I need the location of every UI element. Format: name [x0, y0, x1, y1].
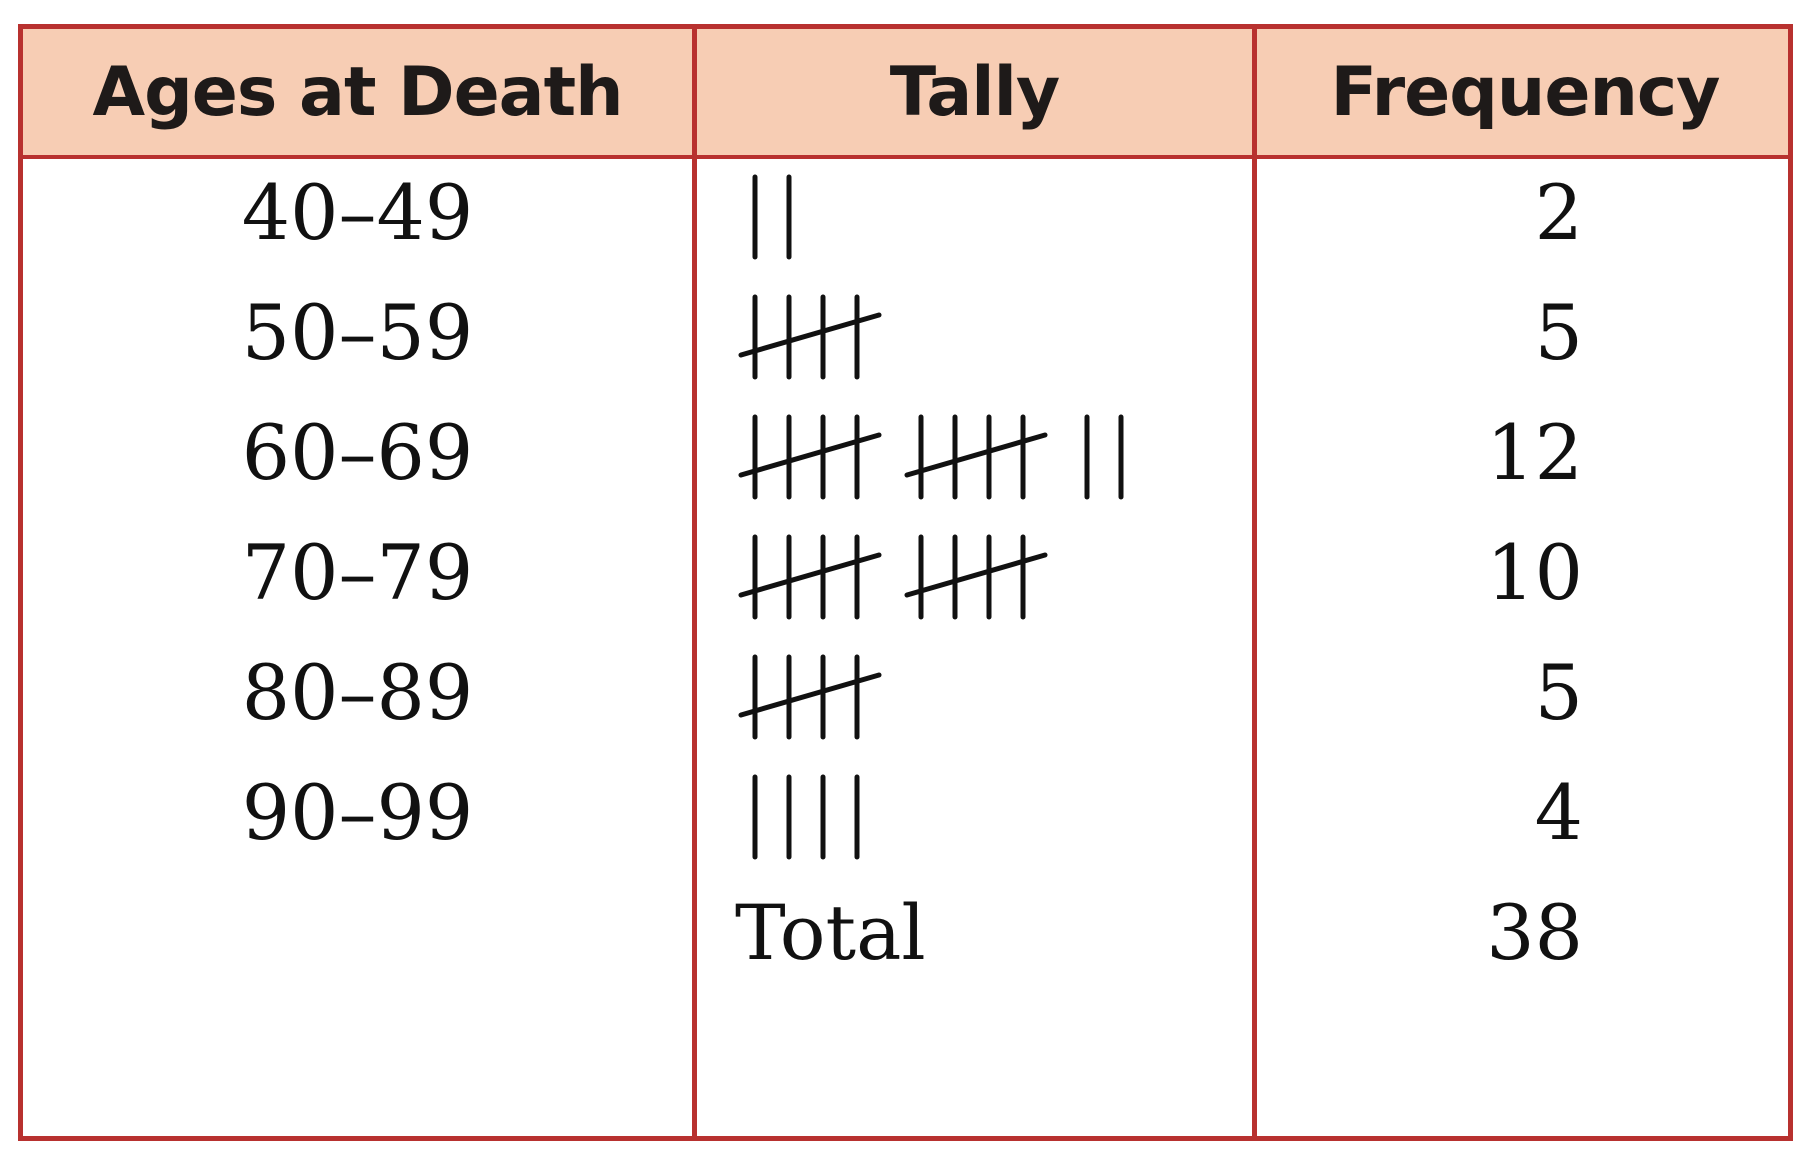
tally-cross-stroke	[738, 552, 882, 598]
age-range: 40–49	[241, 167, 474, 257]
tally-marks	[738, 654, 882, 740]
column-divider	[692, 29, 697, 1136]
frequency-value: 2	[1534, 167, 1583, 257]
header-frequency: Frequency	[1330, 52, 1720, 132]
total-row: Total 38	[23, 863, 1788, 1001]
table-row: 60–69 12	[23, 383, 1788, 521]
total-label: Total	[735, 887, 926, 977]
frequency-value: 4	[1534, 767, 1583, 857]
frequency-value: 5	[1534, 287, 1583, 377]
frequency-value: 10	[1486, 527, 1583, 617]
table-row: 80–89 5	[23, 623, 1788, 761]
table-row: 90–99 4	[23, 743, 1788, 881]
frequency-table: Ages at Death Tally Frequency 40–49 2 50…	[18, 24, 1793, 1141]
tally-cross-stroke	[738, 432, 882, 478]
header-ages-at-death: Ages at Death	[92, 52, 623, 132]
tally-marks	[738, 294, 882, 380]
tally-cross-stroke	[904, 552, 1048, 598]
age-range: 50–59	[241, 287, 474, 377]
age-range: 60–69	[241, 407, 474, 497]
age-range: 70–79	[241, 527, 474, 617]
tally-marks	[752, 774, 860, 860]
total-value: 38	[1486, 887, 1583, 977]
age-range: 80–89	[241, 647, 474, 737]
frequency-value: 5	[1534, 647, 1583, 737]
frequency-value: 12	[1486, 407, 1583, 497]
tally-marks	[752, 174, 792, 260]
table-row: 40–49 2	[23, 143, 1788, 281]
age-range: 90–99	[241, 767, 474, 857]
table-row: 70–79 10	[23, 503, 1788, 641]
table-row: 50–59 5	[23, 263, 1788, 401]
header-tally: Tally	[889, 52, 1060, 132]
tally-cross-stroke	[738, 312, 882, 358]
tally-cross-stroke	[738, 672, 882, 718]
table-header	[23, 29, 1788, 159]
tally-marks	[738, 534, 1048, 620]
tally-cross-stroke	[904, 432, 1048, 478]
tally-marks	[738, 414, 1124, 500]
column-divider	[1252, 29, 1257, 1136]
